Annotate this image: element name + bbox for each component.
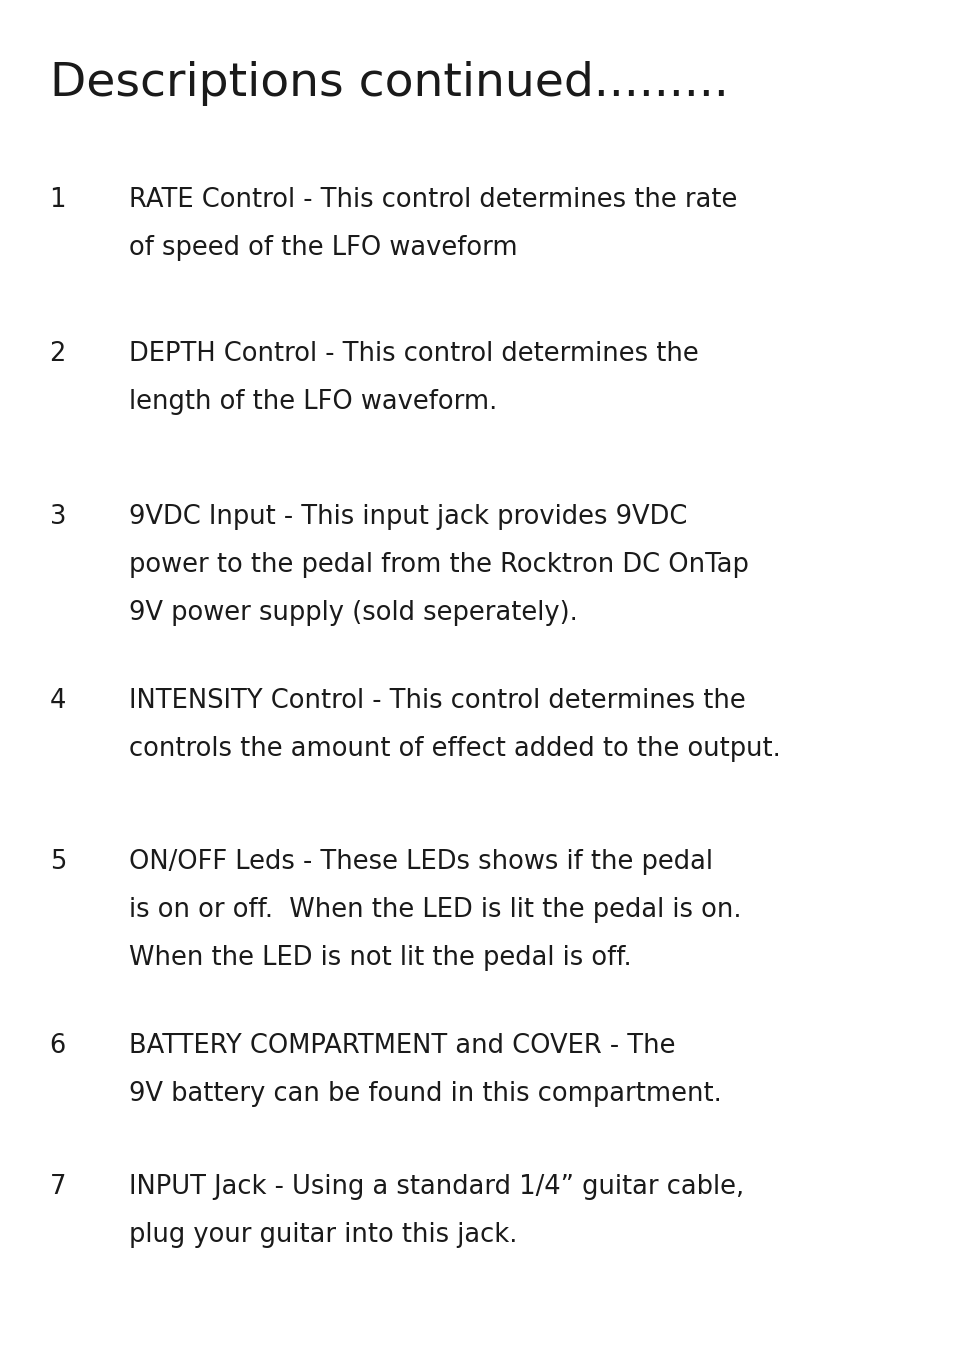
Text: 9VDC Input - This input jack provides 9VDC: 9VDC Input - This input jack provides 9V…	[129, 504, 686, 529]
Text: INTENSITY Control - This control determines the: INTENSITY Control - This control determi…	[129, 688, 744, 714]
Text: 1: 1	[50, 187, 66, 213]
Text: 4: 4	[50, 688, 66, 714]
Text: 7: 7	[50, 1174, 66, 1200]
Text: of speed of the LFO waveform: of speed of the LFO waveform	[129, 236, 517, 261]
Text: is on or off.  When the LED is lit the pedal is on.: is on or off. When the LED is lit the pe…	[129, 896, 740, 923]
Text: DEPTH Control - This control determines the: DEPTH Control - This control determines …	[129, 341, 698, 367]
Text: 2: 2	[50, 341, 66, 367]
Text: plug your guitar into this jack.: plug your guitar into this jack.	[129, 1221, 517, 1248]
Text: ON/OFF Leds - These LEDs shows if the pedal: ON/OFF Leds - These LEDs shows if the pe…	[129, 849, 712, 875]
Text: BATTERY COMPARTMENT and COVER - The: BATTERY COMPARTMENT and COVER - The	[129, 1033, 675, 1059]
Text: RATE Control - This control determines the rate: RATE Control - This control determines t…	[129, 187, 737, 213]
Text: 5: 5	[50, 849, 66, 875]
Text: length of the LFO waveform.: length of the LFO waveform.	[129, 390, 497, 416]
Text: power to the pedal from the Rocktron DC OnTap: power to the pedal from the Rocktron DC …	[129, 552, 748, 578]
Text: Descriptions continued.........: Descriptions continued.........	[50, 61, 728, 106]
Text: When the LED is not lit the pedal is off.: When the LED is not lit the pedal is off…	[129, 945, 631, 971]
Text: INPUT Jack - Using a standard 1/4” guitar cable,: INPUT Jack - Using a standard 1/4” guita…	[129, 1174, 743, 1200]
Text: 6: 6	[50, 1033, 66, 1059]
Text: controls the amount of effect added to the output.: controls the amount of effect added to t…	[129, 737, 780, 762]
Text: 3: 3	[50, 504, 66, 529]
Text: 9V power supply (sold seperately).: 9V power supply (sold seperately).	[129, 600, 577, 626]
Text: 9V battery can be found in this compartment.: 9V battery can be found in this compartm…	[129, 1080, 720, 1108]
